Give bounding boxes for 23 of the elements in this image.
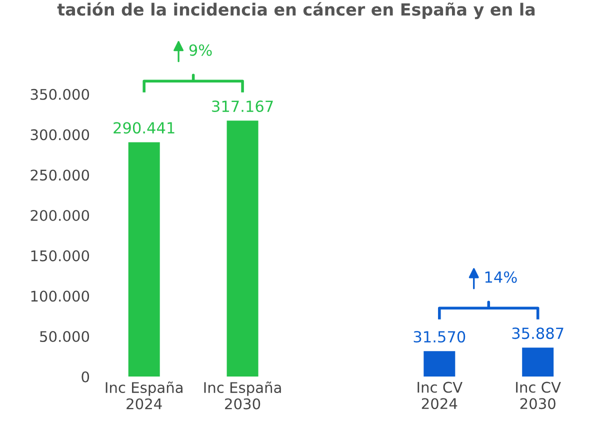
text: 9% bbox=[189, 44, 212, 56]
y-tick-label: 350.000 bbox=[30, 88, 90, 100]
y-tick-label: 150.000 bbox=[31, 250, 90, 262]
x-tick-label: Inc CV 2030 bbox=[516, 382, 561, 410]
bar bbox=[226, 120, 258, 377]
x-tick-label: Inc España 2030 bbox=[204, 382, 281, 410]
y-tick-label: 50.000 bbox=[40, 331, 90, 342]
data-label: 290.441 bbox=[114, 122, 174, 134]
data-label: 35.887 bbox=[512, 328, 564, 340]
x-tick-label: Inc España 2024 bbox=[106, 382, 182, 410]
bar bbox=[128, 142, 160, 377]
annotation: 14% bbox=[485, 271, 517, 283]
x-tick-label: Inc CV 2024 bbox=[418, 382, 462, 410]
y-tick-label: 300.000 bbox=[30, 129, 90, 140]
y-tick-label: 200.000 bbox=[30, 210, 90, 221]
y-tick-label: 100.000 bbox=[31, 290, 90, 302]
data-label: 31.570 bbox=[414, 330, 466, 343]
bar bbox=[522, 348, 554, 377]
chart-title: tación de la incidencia en cáncer en España y en la bbox=[57, 2, 535, 20]
data-label: 317.167 bbox=[212, 100, 273, 112]
bar bbox=[424, 351, 456, 377]
y-tick-label: 250.000 bbox=[30, 170, 90, 181]
y-tick-label: 0 bbox=[82, 371, 90, 382]
